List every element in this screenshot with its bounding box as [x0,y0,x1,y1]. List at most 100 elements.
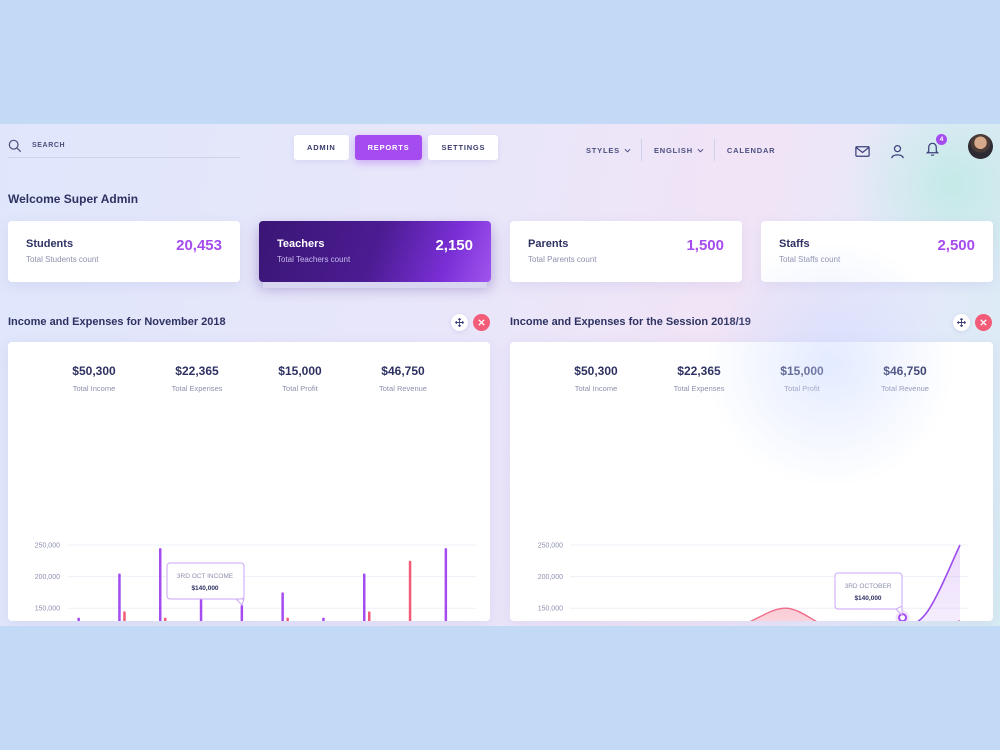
stat-label: Total Income [574,384,618,393]
y-tick-label: 250,000 [538,543,563,550]
calendar-link[interactable]: CALENDAR [726,145,776,155]
card-subtitle: Total Staffs count [779,255,841,264]
tooltip-title: 3RD OCT INCOME [177,573,234,580]
bar-series-1 [322,617,325,621]
tooltip-pointer [234,598,245,606]
bar-series-1 [240,605,244,621]
move-button[interactable] [451,314,468,331]
main-nav: ADMIN REPORTS SETTINGS [294,135,499,160]
y-tick-label: 150,000 [35,606,60,613]
stat-total-revenue: $46,750 Total Revenue [855,364,955,393]
styles-dropdown[interactable]: STYLES [586,146,641,155]
area-chart: 0050,000100,000150,000200,000250,000JANF… [538,543,968,621]
settings-button[interactable]: SETTINGS [428,135,499,160]
panel-title: Income and Expenses for the Session 2018… [510,316,751,328]
bar-series-1 [444,548,448,621]
y-tick-label: 250,000 [35,543,60,550]
bar-series-1 [77,617,80,621]
bar-series-2 [368,611,371,621]
tooltip-value: $140,000 [854,595,881,602]
students-card[interactable]: Students Total Students count 20,453 [8,221,240,282]
stat-value: $46,750 [883,364,927,378]
stat-total-profit: $15,000 Total Profit [752,364,852,393]
stat-label: Total Income [72,384,116,393]
stat-value: $15,000 [278,364,322,378]
stat-label: Total Profit [282,384,318,393]
divider [713,139,715,161]
line-series-2 [749,607,961,621]
avatar[interactable] [968,134,993,159]
notification-badge: 4 [936,134,947,145]
card-value: 2,500 [937,237,975,254]
secondary-nav: STYLES ENGLISH CALENDAR [586,139,785,161]
search-bar[interactable]: SEARCH [8,134,240,158]
stat-total-expenses: $22,365 Total Expenses [147,364,247,393]
styles-label: STYLES [586,145,620,155]
stat-label: Total Revenue [379,384,427,393]
y-tick-label: 200,000 [538,574,563,581]
bar-series-1 [118,573,121,621]
close-button[interactable] [975,314,992,331]
monthly-chart-panel: $50,300 Total Income $22,365 Total Expense… [8,342,490,621]
stat-value: $50,300 [574,364,618,378]
tooltip-box [166,562,245,600]
user-icon[interactable] [889,143,906,160]
move-button[interactable] [953,314,970,331]
page-title: Welcome Super Admin [8,192,139,206]
search-icon [8,139,22,152]
stat-value: $46,750 [381,364,425,378]
tooltip-box [834,572,903,610]
stat-total-income: $50,300 Total Income [546,364,646,393]
search-input[interactable]: SEARCH [32,142,66,149]
chart-tooltip: 3RD OCTOBER $140,000 [834,572,903,617]
card-title: Students [26,238,74,250]
stat-total-profit: $15,000 Total Profit [250,364,350,393]
tooltip-pointer [895,605,903,617]
stat-value: $15,000 [780,364,824,378]
bar-series-1 [159,548,162,621]
close-button[interactable] [473,314,490,331]
card-subtitle: Total Parents count [528,255,597,264]
dashboard: SEARCH ADMIN REPORTS SETTINGS STYLES ENG… [0,124,1000,626]
language-label: ENGLISH [653,145,693,155]
reports-button[interactable]: REPORTS [354,135,423,160]
y-tick-label: 150,000 [538,606,563,613]
parents-card[interactable]: Parents Total Parents count 1,500 [510,221,742,282]
card-subtitle: Total Teachers count [277,255,351,264]
session-chart-panel: $50,300 Total Income $22,365 Total Expense… [510,342,993,621]
stat-label: Total Expenses [171,384,223,393]
bar-series-2 [164,617,167,621]
notifications-button[interactable]: 4 [924,134,947,162]
card-title: Parents [528,238,569,250]
card-value: 20,453 [176,237,222,254]
tooltip-value: $140,000 [191,585,218,592]
chevron-down-icon [697,148,704,153]
stat-label: Total Revenue [881,384,929,393]
language-dropdown[interactable]: ENGLISH [654,146,714,155]
admin-button[interactable]: ADMIN [294,135,349,160]
close-icon [478,319,485,326]
stat-value: $50,300 [72,364,116,378]
mail-icon[interactable] [854,143,871,160]
tooltip-title: 3RD OCTOBER [845,583,892,590]
area-series-2 [751,608,960,621]
chart-tooltip: 3RD OCT INCOME $140,000 [166,562,245,606]
panel-title: Income and Expenses for November 2018 [8,316,226,328]
move-icon [455,318,464,327]
card-value: 2,150 [435,237,473,254]
area-series-1 [918,545,960,621]
staffs-card[interactable]: Staffs Total Staffs count 2,500 [761,221,993,282]
top-icons: 4 [854,134,947,162]
card-title: Teachers [277,238,325,250]
stat-total-revenue: $46,750 Total Revenue [353,364,453,393]
stat-label: Total Profit [784,384,820,393]
card-title: Staffs [779,238,810,250]
divider [640,139,642,161]
teachers-card[interactable]: Teachers Total Teachers count 2,150 [259,221,491,282]
y-tick-label: 200,000 [35,574,60,581]
stat-label: Total Expenses [673,384,725,393]
bar-chart: 0050,000100,000150,000200,000250,00001-0… [35,543,476,621]
bar-series-1 [363,573,366,621]
bar-series-1 [199,595,203,621]
close-icon [980,319,987,326]
